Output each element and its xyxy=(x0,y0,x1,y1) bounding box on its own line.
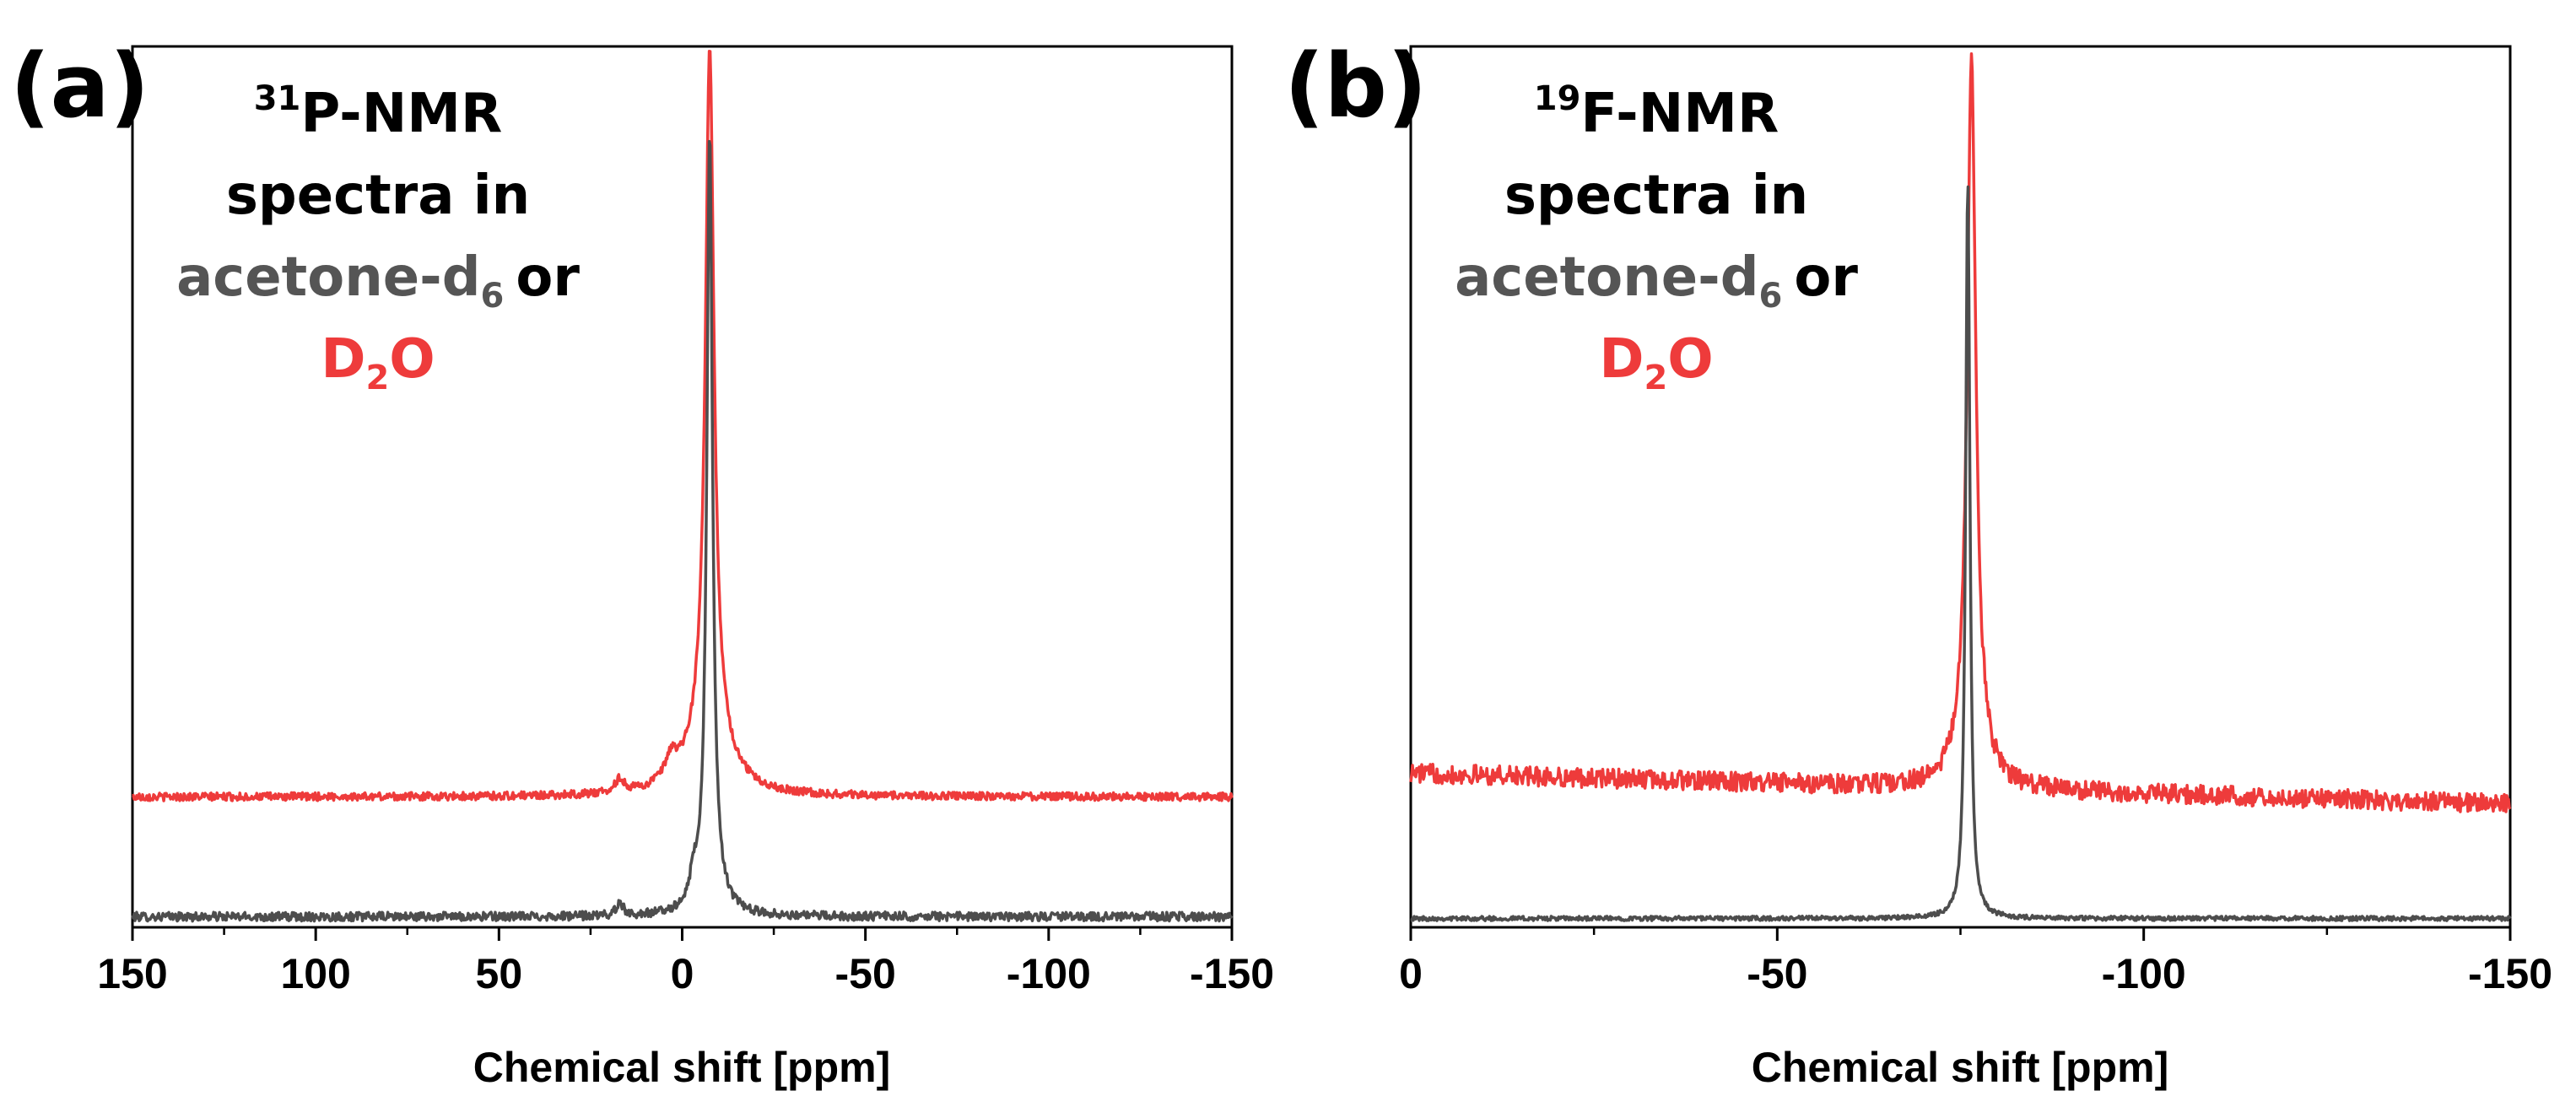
annotation-line-1: 31P-NMR xyxy=(254,79,503,145)
annotation-line-2: spectra in xyxy=(226,165,530,227)
annotation-line-3: acetone-d6 or xyxy=(176,246,580,316)
tick-label: 0 xyxy=(671,950,694,997)
panel-a-letter: (a) xyxy=(10,35,149,138)
tick-label: -100 xyxy=(2102,950,2186,997)
panel-a-x-tick-labels: 150 100 50 0 -50 -100 -150 xyxy=(97,950,1274,997)
panel-a-x-ticks xyxy=(131,927,1234,941)
tick-label: -100 xyxy=(1007,950,1091,997)
solvent-acetone: acetone-d xyxy=(176,246,480,309)
tick-label: 100 xyxy=(280,950,350,997)
tick-label: 0 xyxy=(1399,950,1423,997)
series-line-d2o xyxy=(132,50,1234,802)
tick-label: 150 xyxy=(97,950,167,997)
annotation-line-4: D2O xyxy=(1599,328,1713,397)
panel-a: (a) 150 100 50 0 -50 -100 -150 Chemical … xyxy=(10,35,1274,1091)
solvent-acetone: acetone-d xyxy=(1455,246,1758,309)
solvent-d2o-subscript: 2 xyxy=(365,359,389,397)
or-word: or xyxy=(1794,246,1858,309)
or-word: or xyxy=(516,246,580,309)
panel-a-spectra xyxy=(131,50,1234,923)
tick-label: 50 xyxy=(476,950,523,997)
solvent-d2o-subscript: 2 xyxy=(1644,359,1667,397)
panel-a-x-axis-title: Chemical shift [ppm] xyxy=(473,1044,890,1091)
solvent-d2o-letter: D xyxy=(321,328,365,391)
annotation-line-4: D2O xyxy=(321,328,435,397)
panel-b-letter: (b) xyxy=(1284,35,1428,138)
series-line-acetone-d6 xyxy=(1410,185,2512,922)
panel-b-x-axis-title: Chemical shift [ppm] xyxy=(1752,1044,2168,1091)
panel-a-annotation: 31P-NMR spectra in acetone-d6 or D2O xyxy=(176,79,580,397)
tick-label: -150 xyxy=(1190,950,1274,997)
annotation-line-1: 19F-NMR xyxy=(1534,79,1779,145)
solvent-d2o-tail: O xyxy=(389,328,435,391)
panel-b-x-ticks xyxy=(1409,927,2512,941)
nucleus-label: P-NMR xyxy=(300,83,502,145)
solvent-acetone-subscript: 6 xyxy=(481,277,505,316)
panel-b-x-tick-labels: 0 -50 -100 -150 xyxy=(1399,950,2552,997)
solvent-acetone-subscript: 6 xyxy=(1759,277,1783,316)
panel-b: (b) 0 -50 -100 -150 Chemical shift [ppm]… xyxy=(1284,35,2552,1091)
panel-b-annotation: 19F-NMR spectra in acetone-d6 or D2O xyxy=(1455,79,1858,397)
tick-label: -50 xyxy=(835,950,896,997)
solvent-d2o-tail: O xyxy=(1667,328,1713,391)
nucleus-label: F-NMR xyxy=(1580,83,1779,145)
nucleus-mass-number: 19 xyxy=(1534,79,1581,118)
tick-label: -150 xyxy=(2468,950,2552,997)
panel-b-spectra xyxy=(1409,52,2512,922)
annotation-line-2: spectra in xyxy=(1504,165,1808,227)
series-line-acetone-d6 xyxy=(131,139,1234,923)
tick-label: -50 xyxy=(1747,950,1807,997)
solvent-d2o-letter: D xyxy=(1599,328,1644,391)
nucleus-mass-number: 31 xyxy=(254,79,301,118)
annotation-line-3: acetone-d6 or xyxy=(1455,246,1858,316)
series-line-d2o xyxy=(1409,52,2512,813)
